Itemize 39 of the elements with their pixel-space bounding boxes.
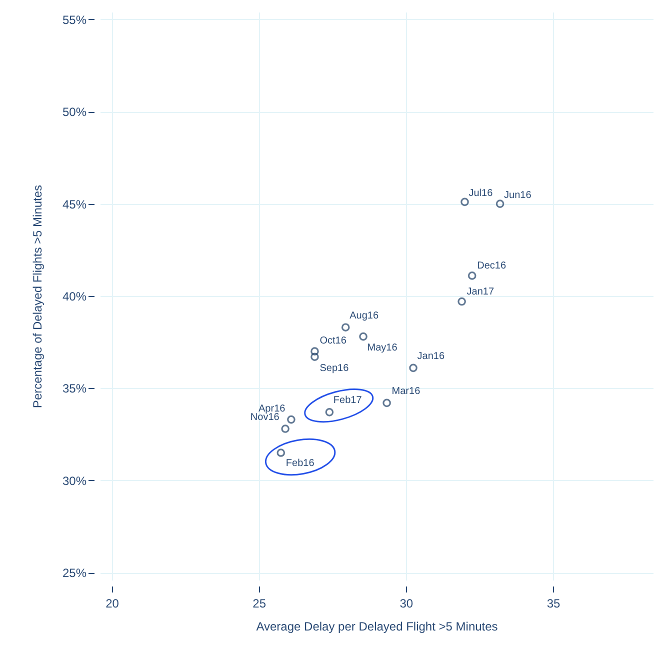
y-tick-label: 55% (62, 12, 87, 27)
y-axis-title: Percentage of Delayed Flights >5 Minutes (30, 184, 44, 408)
data-label: Jan17 (466, 286, 494, 298)
x-tick-label: 20 (106, 596, 120, 610)
x-axis-title: Average Delay per Delayed Flight >5 Minutes (256, 620, 498, 634)
point (409, 364, 418, 372)
point (310, 352, 319, 362)
point (325, 408, 334, 416)
point (458, 297, 466, 306)
data-label: Feb16 (286, 458, 315, 469)
y-tick-label: 40% (62, 290, 87, 304)
data-label: Jan16 (417, 350, 445, 362)
point (310, 347, 319, 356)
data-label: Mar16 (392, 386, 421, 397)
data-label: Aug16 (350, 310, 379, 322)
data-label: Jul16 (468, 188, 494, 199)
data-label: May16 (367, 342, 398, 354)
point (468, 272, 476, 280)
point (287, 415, 296, 424)
y-tick-label: 30% (62, 474, 87, 488)
data-label: Sep16 (320, 362, 350, 374)
y-tick-label: 25% (62, 566, 87, 580)
y-tick-label: 45% (62, 197, 87, 212)
data-label: Jun16 (504, 190, 532, 201)
y-tick-label: 50% (62, 105, 87, 120)
data-label: Dec16 (477, 260, 506, 272)
y-tick-label: 35% (62, 382, 87, 396)
x-tick-label: 25 (252, 596, 266, 610)
point (460, 198, 469, 206)
point (496, 200, 504, 208)
x-tick-label: 30 (400, 596, 414, 610)
point (276, 448, 286, 457)
point (281, 424, 290, 433)
data-label: Feb17 (333, 395, 362, 406)
point (359, 332, 368, 341)
x-tick-label: 35 (546, 596, 560, 610)
point (382, 398, 391, 408)
point (341, 323, 350, 332)
data-label: Oct16 (320, 335, 347, 346)
